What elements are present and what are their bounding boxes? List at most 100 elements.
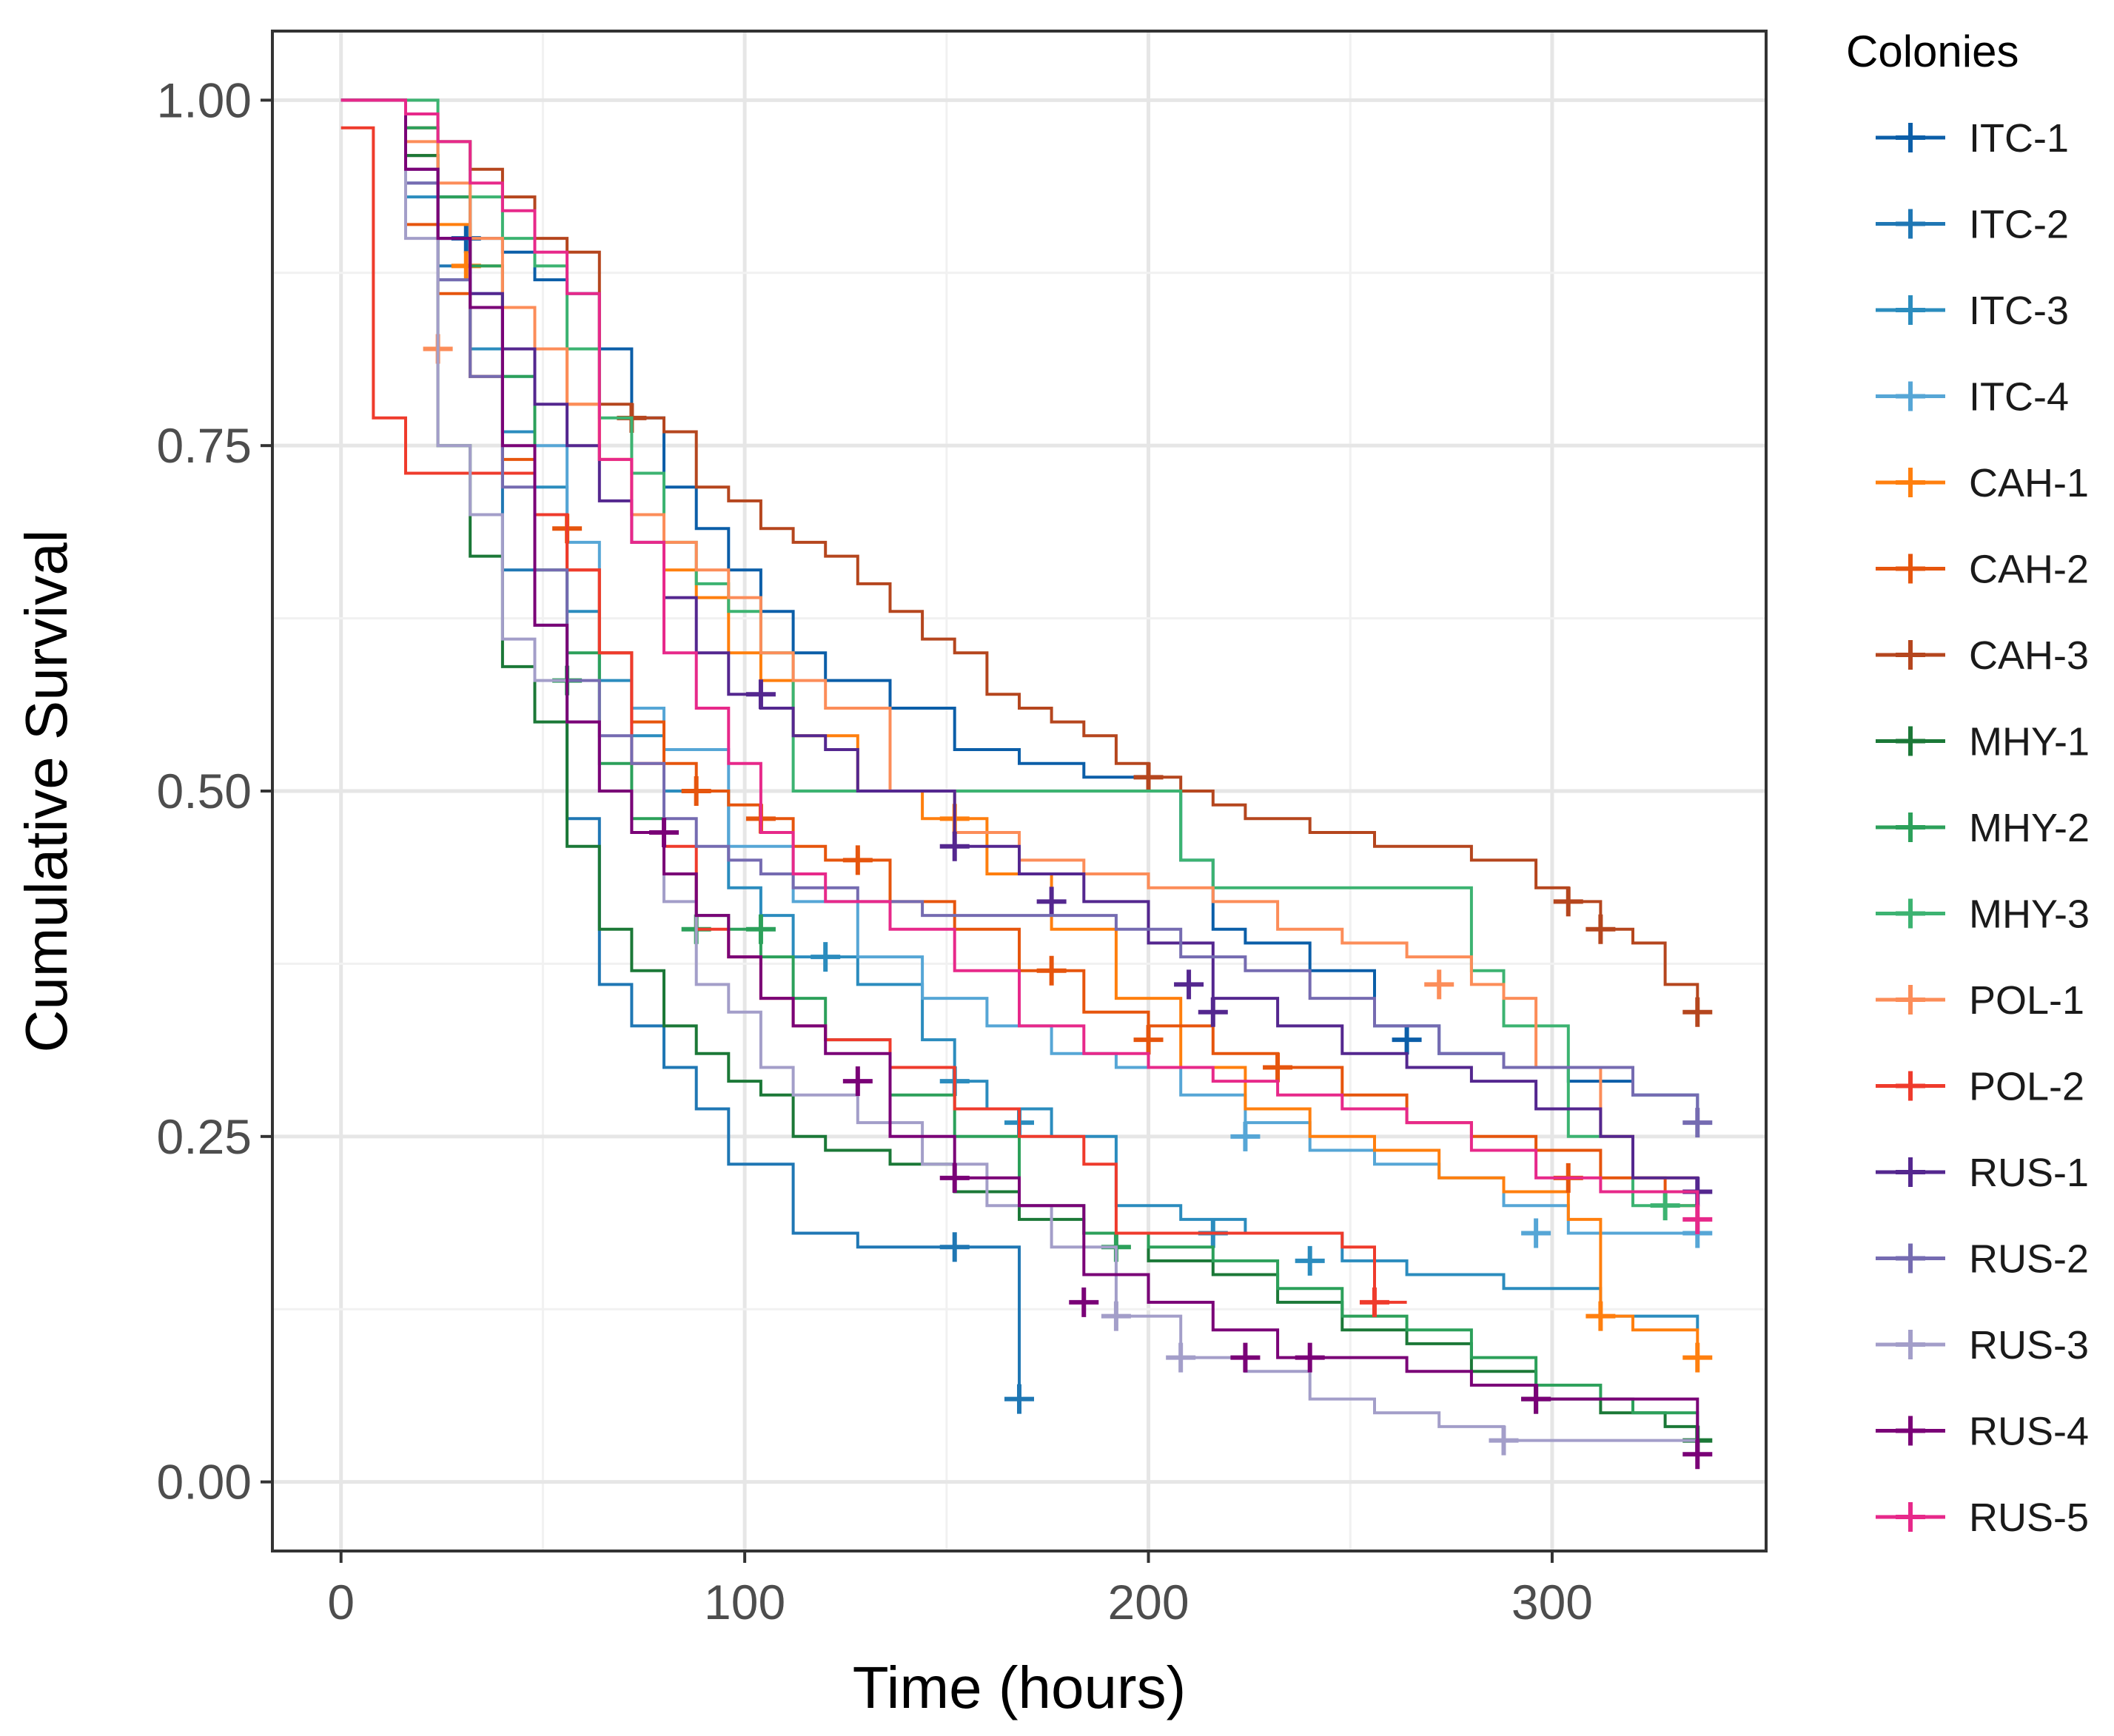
legend-label-CAH-3: CAH-3 [1969,633,2089,678]
x-tick-label-1: 100 [704,1575,785,1629]
censor-mark-RUS-2-0 [1682,1108,1713,1138]
legend-label-POL-2: POL-2 [1969,1065,2084,1109]
censor-mark-RUS-5-0 [1682,1204,1713,1234]
curve-CAH-3 [340,98,1699,1012]
curve-POL-1 [340,98,1699,1206]
legend-label-ITC-2: ITC-2 [1969,203,2069,247]
legend-item-CAH-2: CAH-2 [1876,548,2089,592]
censor-mark-RUS-1-4 [1198,997,1228,1027]
censor-mark-CAH-3-4 [1682,997,1713,1027]
legend-label-CAH-2: CAH-2 [1969,548,2089,592]
curve-RUS-2 [340,98,1699,1123]
censor-mark-CAH-2-4 [1036,955,1067,986]
x-tick-label-3: 300 [1511,1575,1593,1629]
legend-item-CAH-3: CAH-3 [1876,633,2089,678]
legend-item-RUS-5: RUS-5 [1876,1496,2089,1540]
legend-label-RUS-2: RUS-2 [1969,1237,2089,1282]
legend-label-POL-1: POL-1 [1969,978,2084,1023]
curve-MHY-1 [340,98,1699,1441]
y-tick-label-4: 1.00 [157,73,252,127]
series-RUS-3 [340,98,1698,1456]
censor-mark-RUS-1-1 [939,831,970,861]
legend-item-ITC-3: ITC-3 [1876,289,2069,333]
legend-marker-CAH-2 [1896,554,1925,584]
legend-label-MHY-2: MHY-2 [1969,806,2090,850]
legend-marker-RUS-3 [1896,1330,1925,1359]
series-RUS-1 [340,98,1713,1207]
legend-item-ITC-2: ITC-2 [1876,203,2069,247]
legend-marker-RUS-4 [1896,1416,1925,1446]
legend-marker-ITC-4 [1896,381,1925,411]
legend-label-ITC-3: ITC-3 [1969,289,2069,333]
y-tick-label-1: 0.25 [157,1109,252,1164]
censor-mark-CAH-2-3 [842,845,873,875]
censor-mark-ITC-3-4 [1295,1245,1325,1276]
x-tick-label-0: 0 [327,1575,355,1629]
legend-label-ITC-4: ITC-4 [1969,375,2069,420]
censor-mark-ITC-2-1 [1004,1384,1034,1414]
censor-mark-RUS-1-0 [745,679,776,710]
censor-mark-RUS-4-3 [1069,1287,1099,1317]
legend-item-ITC-1: ITC-1 [1876,116,2069,161]
legend-marker-CAH-1 [1896,468,1925,497]
curve-RUS-1 [340,98,1699,1192]
censor-mark-POL-2-0 [1359,1287,1389,1317]
axis-layer: 0 100 200 300 0.00 0.25 0.50 0.75 1.00 [157,73,1593,1629]
legend: Colonies ITC-1 ITC-2 ITC-3 ITC-4 CAH-1 CAH-2 C… [1846,27,2090,1540]
censor-mark-CAH-1-2 [1586,1301,1616,1331]
legend-marker-CAH-3 [1896,640,1925,670]
legend-marker-ITC-1 [1896,123,1925,152]
legend-item-RUS-3: RUS-3 [1876,1323,2089,1367]
censor-mark-CAH-2-5 [1133,1025,1164,1055]
legend-item-ITC-4: ITC-4 [1876,375,2069,420]
legend-marker-POL-2 [1896,1071,1925,1101]
censor-mark-POL-1-1 [1424,969,1454,1000]
legend-marker-ITC-2 [1896,209,1925,239]
series-RUS-5 [340,98,1713,1234]
censor-mark-RUS-4-0 [649,818,680,848]
censor-mark-RUS-3-1 [1166,1342,1196,1373]
y-tick-label-3: 0.75 [157,418,252,473]
censor-mark-CAH-1-3 [1682,1342,1713,1373]
legend-marker-MHY-3 [1896,898,1925,929]
legend-item-POL-2: POL-2 [1876,1065,2084,1109]
censor-mark-RUS-4-7 [1682,1439,1713,1470]
censor-mark-RUS-4-5 [1295,1342,1325,1373]
legend-label-CAH-1: CAH-1 [1969,461,2089,505]
legend-marker-ITC-3 [1896,295,1925,325]
series-layer [340,98,1713,1470]
y-tick-label-0: 0.00 [157,1455,252,1510]
censor-mark-RUS-3-0 [1101,1301,1131,1331]
censor-mark-RUS-1-2 [1036,886,1067,917]
series-RUS-4 [340,98,1713,1470]
legend-label-MHY-1: MHY-1 [1969,720,2090,764]
legend-label-RUS-1: RUS-1 [1969,1151,2089,1195]
censor-mark-RUS-3-2 [1489,1425,1519,1456]
legend-label-MHY-3: MHY-3 [1969,892,2090,937]
legend-item-MHY-2: MHY-2 [1876,806,2090,850]
legend-marker-RUS-2 [1896,1243,1925,1274]
legend-label-RUS-3: RUS-3 [1969,1323,2089,1367]
censor-mark-CAH-3-2 [1553,886,1583,917]
legend-item-RUS-1: RUS-1 [1876,1151,2089,1195]
censor-mark-RUS-4-6 [1521,1384,1551,1414]
censor-mark-CAH-2-1 [681,776,711,806]
censor-mark-CAH-2-6 [1263,1052,1293,1083]
censor-mark-RUS-1-3 [1174,969,1204,1000]
legend-item-MHY-3: MHY-3 [1876,892,2090,937]
legend-item-RUS-4: RUS-4 [1876,1410,2089,1454]
curve-RUS-3 [340,98,1698,1442]
censor-mark-ITC-4-0 [1230,1121,1261,1151]
legend-item-CAH-1: CAH-1 [1876,461,2089,505]
curve-RUS-4 [340,98,1699,1455]
legend-label-ITC-1: ITC-1 [1969,116,2069,161]
censor-mark-ITC-3-0 [811,942,841,972]
legend-title: Colonies [1846,27,2019,76]
legend-marker-RUS-5 [1896,1502,1925,1532]
legend-label-RUS-4: RUS-4 [1969,1410,2089,1454]
censor-mark-RUS-4-4 [1230,1342,1261,1373]
y-tick-label-2: 0.50 [157,764,252,818]
legend-item-POL-1: POL-1 [1876,978,2084,1023]
